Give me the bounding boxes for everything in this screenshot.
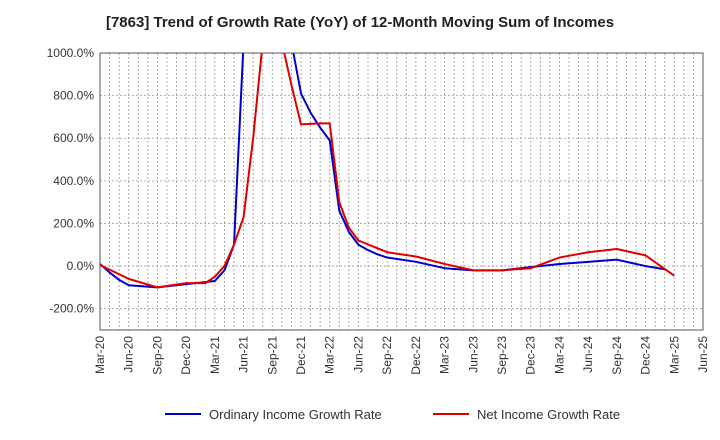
y-tick-label: 600.0% xyxy=(53,131,94,145)
x-tick-label: Jun-25 xyxy=(696,336,710,373)
series-layer xyxy=(100,53,675,289)
x-tick-label: Jun-20 xyxy=(122,336,136,373)
x-tick-label: Dec-21 xyxy=(294,336,308,375)
y-tick-label: 800.0% xyxy=(53,89,94,103)
x-tick-label: Jun-22 xyxy=(351,336,365,373)
legend-label-2: Net Income Growth Rate xyxy=(477,407,620,422)
x-tick-label: Mar-21 xyxy=(208,336,222,374)
x-tick-label: Mar-25 xyxy=(667,336,681,374)
x-axis: Mar-20 Jun-20 Sep-20 Dec-20 Mar-21 Jun-21 Sep-… xyxy=(93,336,710,375)
legend: Ordinary Income Growth Rate Net Income Gr… xyxy=(165,407,620,422)
x-tick-label: Dec-20 xyxy=(179,336,193,375)
x-tick-label: Dec-22 xyxy=(409,336,423,375)
plot-frame xyxy=(99,52,704,331)
x-tick-label: Jun-24 xyxy=(581,336,595,373)
legend-label-1: Ordinary Income Growth Rate xyxy=(209,407,382,422)
grid-layer xyxy=(100,52,703,330)
chart-title: [7863] Trend of Growth Rate (YoY) of 12-… xyxy=(105,14,615,31)
x-tick-label: Mar-20 xyxy=(93,336,107,374)
x-tick-label: Sep-20 xyxy=(150,336,164,375)
y-tick-label: 1000.0% xyxy=(47,46,95,60)
x-tick-label: Dec-23 xyxy=(524,336,538,375)
x-tick-label: Dec-24 xyxy=(639,336,653,375)
x-tick-label: Mar-24 xyxy=(552,336,566,374)
x-tick-label: Mar-23 xyxy=(438,336,452,374)
series-line-2 xyxy=(100,53,675,289)
x-tick-label: Sep-22 xyxy=(380,336,394,375)
x-tick-label: Sep-21 xyxy=(265,336,279,375)
x-tick-label: Sep-23 xyxy=(495,336,509,375)
y-tick-label: -200.0% xyxy=(49,302,94,316)
x-tick-label: Jun-23 xyxy=(466,336,480,373)
y-tick-label: 400.0% xyxy=(53,174,94,188)
y-axis: 1000.0% 800.0% 600.0% 400.0% 200.0% 0.0% -200.… xyxy=(47,46,95,316)
x-tick-label: Mar-22 xyxy=(323,336,337,374)
y-tick-label: 0.0% xyxy=(67,259,95,273)
x-tick-label: Jun-21 xyxy=(237,336,251,373)
x-tick-label: Sep-24 xyxy=(610,336,624,375)
y-tick-label: 200.0% xyxy=(53,216,94,230)
